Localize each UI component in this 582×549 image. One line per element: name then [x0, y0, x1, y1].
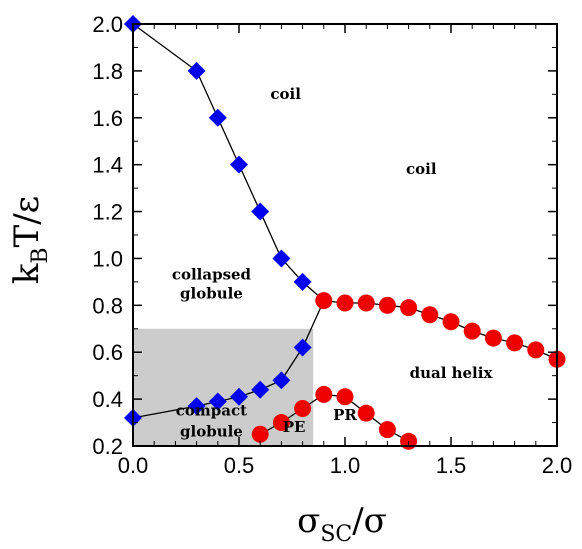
series-3-point-4: [378, 296, 396, 314]
y-tick-label-3: 0.6: [92, 340, 123, 365]
series-1-point-3: [208, 108, 227, 127]
series-3-point-10: [506, 334, 524, 352]
region-label-7: globule: [180, 423, 243, 441]
y-tick-label-5: 1.0: [92, 246, 123, 271]
y-tick-label-10: 2.0: [92, 12, 123, 37]
series-2-point-4: [230, 387, 248, 406]
y-tick-label-2: 0.4: [92, 387, 123, 412]
region-label-3: collapsed: [172, 266, 252, 284]
series-4-point-6: [357, 404, 375, 422]
region-label-4: globule: [180, 284, 243, 302]
series-2-point-2: [187, 397, 206, 416]
region-label-1: coil: [270, 85, 301, 103]
series-3-point-6: [421, 306, 439, 324]
series-2-point-5: [251, 380, 270, 399]
region-label-8: PE: [283, 418, 306, 436]
x-tick-label-2: 0.5: [224, 453, 255, 478]
region-label-6: compact: [176, 402, 247, 420]
series-4-point-4: [315, 385, 333, 403]
y-axis-label: kBT/ε: [7, 196, 53, 285]
x-tick-label-5: 2.0: [542, 453, 573, 478]
series-3-point-7: [442, 313, 460, 331]
y-tick-label-6: 1.2: [92, 200, 123, 225]
y-tick-label-8: 1.6: [92, 106, 123, 131]
series-4-point-1: [251, 425, 269, 443]
series-2-point-7: [293, 338, 312, 357]
y-tick-label-1: 0.2: [92, 434, 123, 459]
x-tick-label-3: 1.0: [330, 453, 361, 478]
series-3-point-8: [463, 322, 481, 340]
boundary-line-1: [132, 23, 325, 302]
series-4-point-3: [294, 399, 312, 417]
y-tick-label-9: 1.8: [92, 59, 123, 84]
series-4-point-7: [378, 421, 396, 439]
series-3-point-3: [357, 294, 375, 312]
series-1-point-5: [251, 202, 270, 221]
y-tick-label-4: 0.8: [92, 293, 123, 318]
series-3-point-11: [527, 341, 545, 359]
series-line-3: [323, 299, 558, 360]
series-3-point-9: [484, 329, 502, 347]
x-tick-label-4: 1.5: [436, 453, 467, 478]
region-label-2: coil: [406, 160, 437, 178]
series-1-point-6: [272, 249, 291, 268]
series-1-point-2: [187, 61, 206, 80]
region-label-5: dual helix: [410, 364, 494, 382]
series-4-point-2: [272, 414, 290, 432]
series-2-point-3: [208, 392, 227, 411]
series-2-point-6: [272, 371, 291, 390]
x-tick-label-1: 0.0: [118, 453, 149, 478]
series-4-point-5: [336, 388, 354, 406]
series-3-point-2: [336, 294, 354, 312]
series-1-point-4: [230, 155, 248, 174]
region-label-9: PR: [333, 406, 357, 424]
y-tick-label-7: 1.4: [92, 153, 123, 178]
series-1-point-7: [293, 272, 312, 291]
series-3-point-1: [315, 292, 333, 310]
series-3-point-5: [400, 299, 418, 317]
x-axis-label: σSC/σ: [297, 501, 387, 547]
